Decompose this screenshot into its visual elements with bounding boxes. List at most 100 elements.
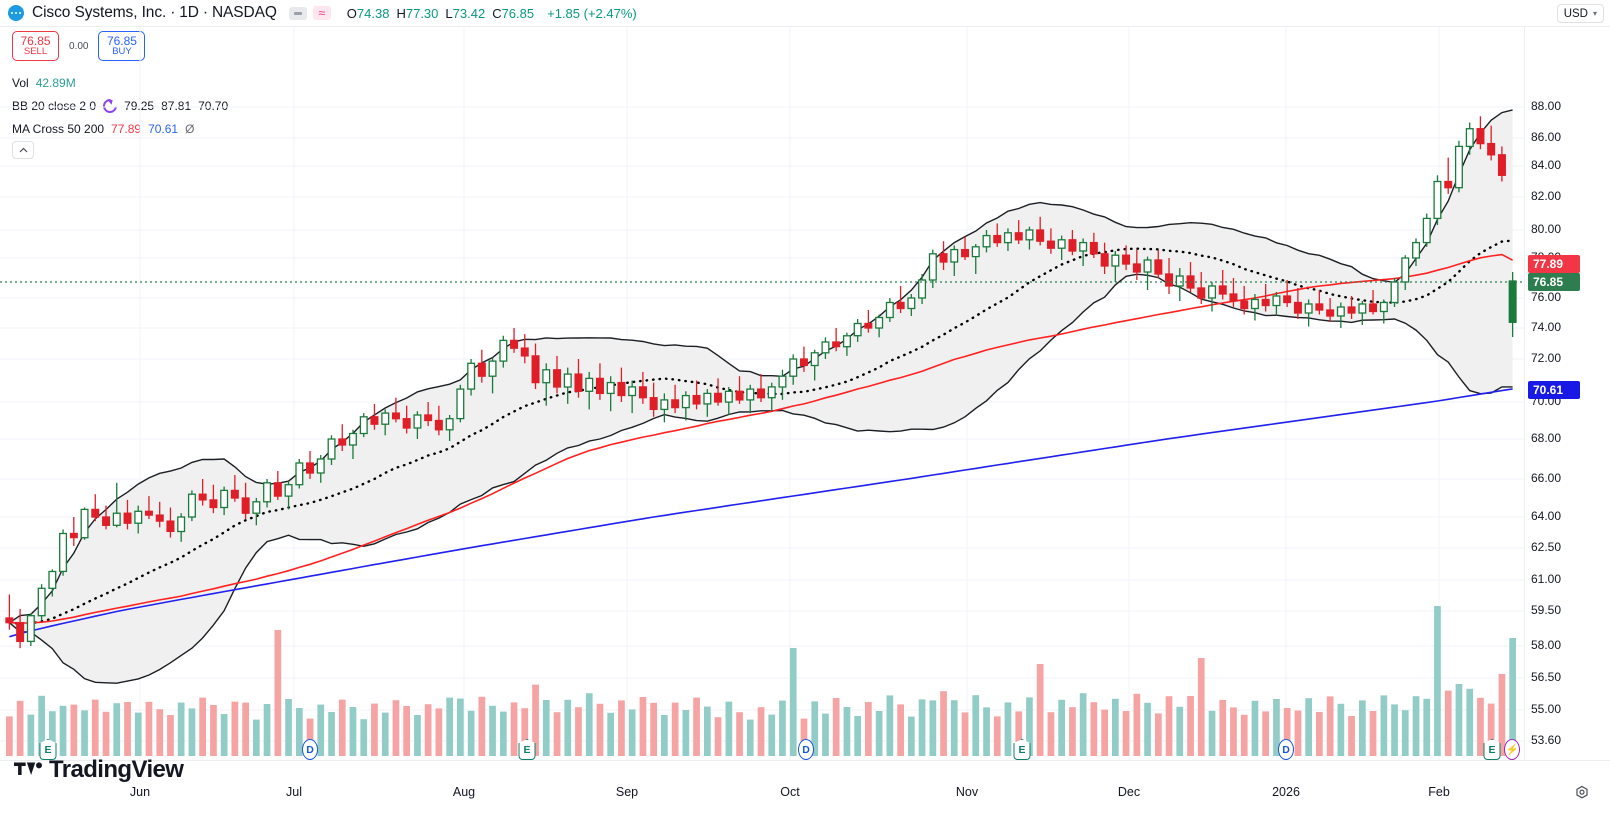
bb-lower-value: 70.70	[198, 98, 229, 113]
trade-panel: 76.85 SELL 0.00 76.85 BUY	[12, 31, 146, 61]
ma200-value: 70.61	[148, 121, 179, 136]
symbol-separator-1: ·	[170, 4, 176, 21]
wave-badge-icon[interactable]: ≈	[312, 6, 331, 20]
chevron-up-icon	[19, 147, 27, 153]
ma-extra-symbol: Ø	[185, 121, 195, 136]
event-marker-label: D	[1278, 739, 1294, 760]
event-marker-e[interactable]: E	[1483, 739, 1501, 760]
volume-bars	[6, 606, 1516, 756]
price-tick: 86.00	[1531, 130, 1562, 144]
indicator-badge-icon[interactable]	[288, 6, 307, 20]
ma-label: MA Cross 50 200	[12, 121, 105, 136]
event-marker-e[interactable]: E	[518, 739, 536, 760]
open-label: O	[346, 5, 357, 21]
price-tick: 74.00	[1531, 320, 1562, 334]
event-marker-label: D	[798, 739, 814, 760]
price-tick: 64.00	[1531, 509, 1562, 523]
price-tick: 88.00	[1531, 99, 1562, 113]
ma50-line	[9, 253, 1513, 624]
price-axis[interactable]: 88.0086.0084.0082.0080.0078.0076.0074.00…	[1524, 27, 1610, 808]
currency-selector[interactable]: USD ▾	[1556, 4, 1604, 23]
high-label: H	[396, 5, 406, 21]
close-label: C	[492, 5, 502, 21]
tradingview-watermark: TradingView	[14, 756, 184, 784]
ma50-value: 77.89	[111, 121, 142, 136]
event-marker-label: E	[1483, 739, 1501, 760]
low-value: 73.42	[452, 5, 486, 21]
event-marker-d[interactable]: D	[798, 739, 814, 760]
chevron-down-icon: ▾	[1592, 9, 1597, 18]
event-marker-label: E	[1013, 739, 1031, 760]
current-price-label[interactable]: 76.85	[1528, 273, 1580, 291]
event-marker-e[interactable]: E	[39, 739, 57, 760]
bb-upper-value: 87.81	[161, 98, 192, 113]
price-tick: 61.00	[1531, 572, 1562, 586]
price-tick: 82.00	[1531, 189, 1562, 203]
time-tick: Jul	[286, 785, 302, 799]
price-tick: 58.00	[1531, 638, 1562, 652]
tradingview-logo-icon	[14, 762, 42, 775]
currency-label: USD	[1563, 7, 1588, 20]
price-tick: 53.60	[1531, 733, 1562, 747]
volume-label: Vol	[12, 75, 29, 90]
price-tick: 66.00	[1531, 471, 1562, 485]
price-tick: 80.00	[1531, 222, 1562, 236]
sell-price: 76.85	[20, 33, 51, 48]
price-tick: 68.00	[1531, 431, 1562, 445]
legend-collapse-button[interactable]	[12, 141, 34, 159]
event-marker-label: ⚡	[1504, 739, 1520, 760]
high-value: 77.30	[405, 5, 439, 21]
open-value: 74.38	[356, 5, 390, 21]
cisco-logo-icon	[8, 5, 24, 21]
time-axis[interactable]: Jun Jul Aug Sep Oct Nov Dec 2026 Feb E D E D E D E ⚡	[0, 739, 1610, 834]
event-marker-label: E	[39, 739, 57, 760]
price-tick: 55.00	[1531, 702, 1562, 716]
event-marker-label: D	[302, 739, 318, 760]
ma200-price-label[interactable]: 70.61	[1528, 381, 1580, 399]
buy-label: BUY	[112, 46, 132, 58]
legend-row-volume[interactable]: Vol 42.89M	[12, 71, 228, 94]
price-tick: 59.50	[1531, 603, 1562, 617]
legend-row-ma-cross[interactable]: MA Cross 50 200 77.89 70.61 Ø	[12, 117, 228, 140]
symbol-exchange: NASDAQ	[211, 4, 277, 21]
bollinger-lower-line	[8, 273, 1513, 684]
sell-button[interactable]: 76.85 SELL	[12, 31, 59, 61]
watermark-text: TradingView	[49, 756, 184, 783]
price-tick: 62.50	[1531, 540, 1562, 554]
legend-row-bollinger[interactable]: BB 20 close 2 0 79.25 87.81 70.70	[12, 94, 228, 117]
symbol-header: Cisco Systems, Inc. · 1D · NASDAQ ≈ O74.38 H…	[0, 0, 1610, 27]
price-tick: 84.00	[1531, 158, 1562, 172]
time-tick: Aug	[452, 785, 476, 799]
chart-plot-area[interactable]	[0, 0, 1524, 760]
ma200-line	[9, 388, 1513, 638]
time-tick: Sep	[615, 785, 639, 799]
symbol-name: Cisco Systems, Inc.	[32, 4, 167, 21]
symbol-interval[interactable]: 1D	[179, 4, 199, 21]
time-tick: Oct	[780, 785, 800, 799]
bb-basis-value: 79.25	[124, 98, 155, 113]
spread-value: 0.00	[69, 40, 89, 52]
close-value: 76.85	[501, 5, 535, 21]
event-marker-d[interactable]: D	[302, 739, 318, 760]
low-label: L	[445, 5, 453, 21]
chart-settings-icon[interactable]	[1574, 785, 1590, 801]
ma50-price-label[interactable]: 77.89	[1528, 255, 1580, 273]
indicator-legend: Vol 42.89M BB 20 close 2 0 79.25 87.81 7…	[12, 71, 228, 140]
event-marker-label: E	[518, 739, 536, 760]
event-marker-s[interactable]: ⚡	[1504, 739, 1520, 760]
price-tick: 72.00	[1531, 351, 1562, 365]
candlestick-series[interactable]	[5, 116, 1517, 649]
volume-value: 42.89M	[35, 75, 76, 90]
price-tick: 76.00	[1531, 290, 1562, 304]
symbol-title[interactable]: Cisco Systems, Inc. · 1D · NASDAQ	[32, 4, 277, 22]
change-value: +1.85 (+2.47%)	[547, 5, 637, 21]
buy-price: 76.85	[106, 33, 137, 48]
time-tick: Feb	[1428, 785, 1450, 799]
symbol-separator-2: ·	[202, 4, 208, 21]
event-marker-d[interactable]: D	[1278, 739, 1294, 760]
buy-button[interactable]: 76.85 BUY	[98, 31, 146, 61]
event-marker-e[interactable]: E	[1013, 739, 1031, 760]
bb-label: BB 20 close 2 0	[12, 98, 97, 113]
chart-canvas[interactable]	[0, 0, 1524, 760]
